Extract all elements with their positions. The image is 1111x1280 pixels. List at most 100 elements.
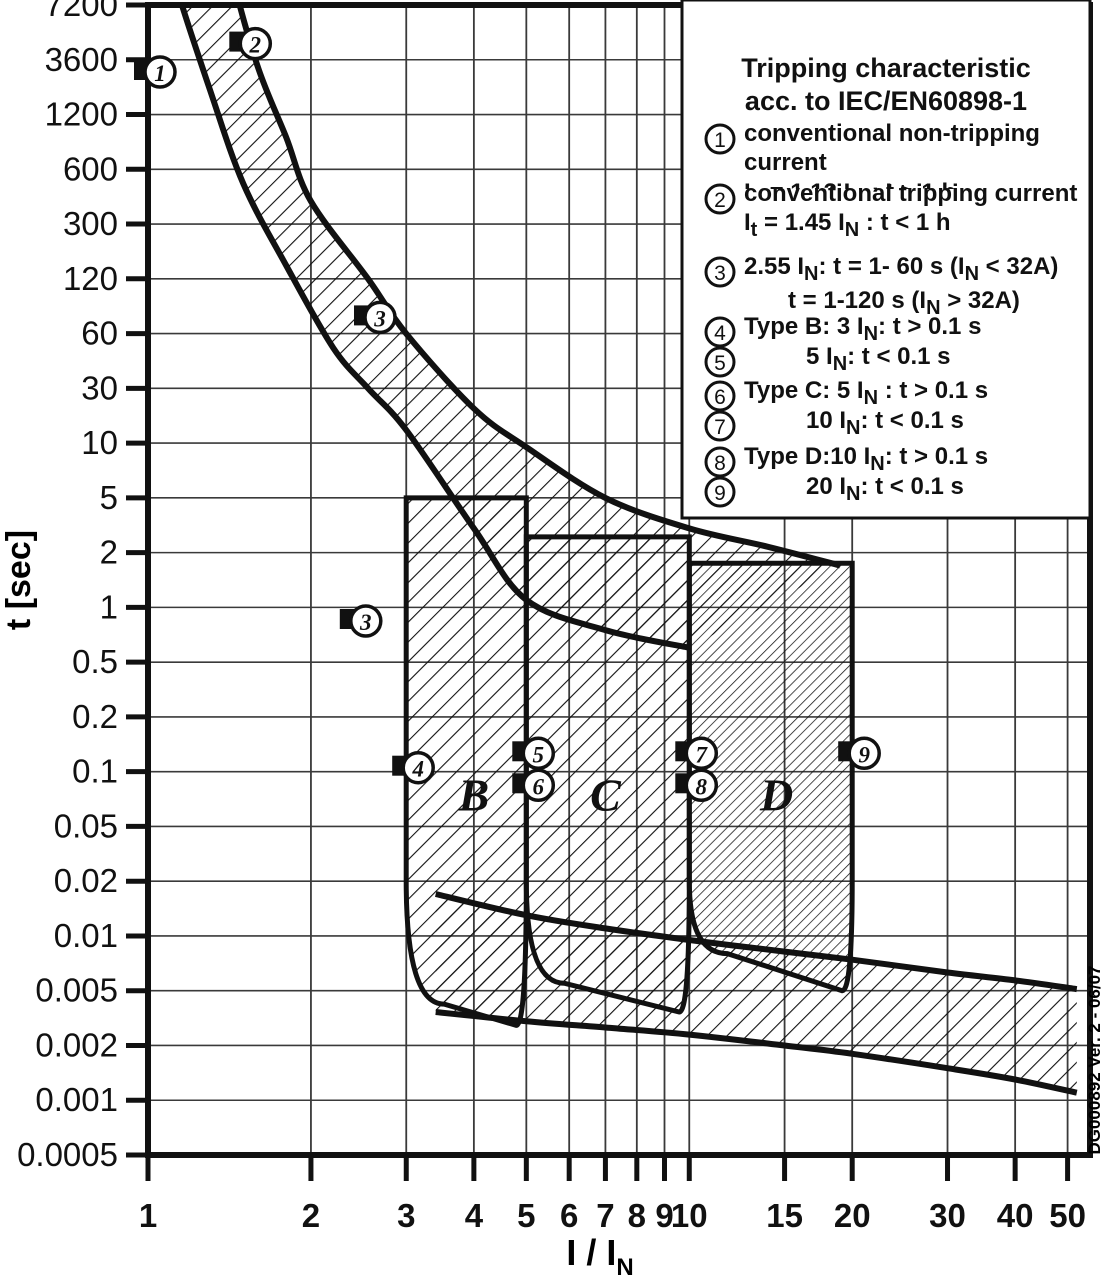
y-tick-label: 5 — [100, 479, 118, 516]
callout-circle — [363, 300, 397, 335]
legend-marker-number: 5 — [714, 352, 726, 375]
legend-line: 5 IN: t < 0.1 s — [806, 343, 951, 375]
band-label-b: B — [458, 769, 490, 820]
y-tick-label: 0.002 — [35, 1026, 118, 1063]
y-tick-label: 7200 — [45, 0, 118, 23]
callout-number: 2 — [249, 33, 262, 58]
callout-marker-2: 2 — [229, 26, 273, 61]
plot-callout-markers: 1 2 3 3 4 5 6 7 8 9 — [134, 26, 881, 803]
callout-circle — [401, 750, 435, 785]
legend-background — [680, 0, 1092, 520]
y-tick-label: 0.005 — [35, 972, 118, 1009]
callout-marker-6: 6 — [512, 768, 556, 803]
y-axis-title-text: t [sec] — [0, 530, 38, 630]
callout-circle — [349, 604, 383, 638]
legend-marker-number: 2 — [714, 189, 726, 212]
x-tick-label: 50 — [1049, 1197, 1086, 1234]
y-tick-label: 60 — [81, 315, 118, 352]
axis-ticks — [126, 2, 1071, 1181]
y-tick-label: 10 — [81, 424, 118, 461]
legend-line: conventional non-tripping current — [744, 120, 1040, 177]
legend-title: Tripping characteristic — [741, 53, 1031, 83]
legend-text-block: Type C: 5 IN : t > 0.1 s — [744, 377, 988, 409]
legend-marker-number: 6 — [714, 386, 726, 409]
callout-number: 1 — [154, 61, 166, 86]
callout-circle — [847, 736, 881, 771]
legend-line: 10 IN: t < 0.1 s — [806, 407, 964, 439]
y-tick-label: 600 — [63, 150, 118, 187]
x-tick-label: 9 — [655, 1197, 673, 1234]
legend-text-block: Type D:10 IN: t > 0.1 s — [744, 443, 989, 475]
callout-marker-4: 4 — [392, 750, 435, 785]
y-tick-label: 0.2 — [72, 698, 118, 735]
legend-text-block: 5 IN: t < 0.1 s — [806, 343, 951, 375]
thermal-upper-boundary — [236, 5, 841, 569]
legend-subtitle: acc. to IEC/EN60898-1 — [744, 85, 1028, 116]
callout-number: 3 — [373, 306, 386, 331]
y-axis-title: t [sec] — [0, 530, 38, 630]
legend-line: t = 1-120 s (IN > 32A) — [788, 287, 1020, 319]
callout-number: 6 — [533, 774, 545, 799]
x-tick-labels: 1 2 3 4 5 6 7 8 910 15 20 30 40 50 — [139, 1197, 1086, 1234]
legend-marker-circle — [704, 183, 736, 215]
legend-line: 20 IN: t < 0.1 s — [806, 473, 964, 505]
callout-number: 9 — [858, 742, 870, 767]
x-tick-label: 7 — [596, 1197, 614, 1234]
instantaneous-band-fill — [435, 894, 1077, 1093]
y-tick-label: 0.5 — [72, 643, 118, 680]
y-tick-label: 3600 — [45, 41, 118, 78]
x-tick-label: 1 — [139, 1197, 157, 1234]
y-tick-labels: 7200 3600 1200 600 300 120 60 30 10 5 2 1 0.5 0.2 0.1 0… — [17, 0, 118, 1173]
instantaneous-upper-boundary — [435, 891, 1078, 993]
band-label-d: D — [759, 769, 793, 820]
plot-frame — [145, 2, 1093, 1158]
legend-item-7: 7 10 IN: t < 0.1 s — [704, 407, 964, 442]
legend-marker-number: 7 — [714, 416, 726, 439]
legend-line: Type B: 3 IN: t > 0.1 s — [744, 313, 982, 345]
legend-item-4: 4 Type B: 3 IN: t > 0.1 s — [704, 313, 982, 348]
y-tick-label: 120 — [63, 260, 118, 297]
legend-marker-number: 3 — [714, 262, 726, 285]
legend-marker-circle — [704, 446, 736, 478]
y-tick-label: 0.001 — [35, 1081, 118, 1118]
callout-circle — [143, 55, 177, 89]
x-tick-label: 40 — [997, 1197, 1034, 1234]
legend-marker-circle — [704, 410, 736, 442]
callout-marker-9: 9 — [838, 736, 881, 771]
y-tick-label: 300 — [63, 205, 118, 242]
instantaneous-lower-boundary — [435, 1009, 1078, 1096]
legend-marker-circle — [704, 380, 736, 412]
callout-circle — [521, 736, 556, 771]
x-tick-label: 30 — [929, 1197, 966, 1234]
legend-marker-number: 8 — [714, 452, 726, 475]
y-tick-label: 0.0005 — [17, 1136, 118, 1173]
legend-text-block: Type B: 3 IN: t > 0.1 s — [744, 313, 982, 345]
callout-number: 4 — [411, 757, 424, 782]
x-tick-label: 20 — [834, 1197, 871, 1234]
y-tick-label: 0.01 — [54, 917, 118, 954]
x-axis-title: I / IN — [566, 1232, 633, 1280]
legend-line: conventional tripping current — [744, 180, 1078, 207]
doc-reference: DG000892 Ver. 2 - 06/07 — [1085, 965, 1104, 1154]
callout-number: 8 — [696, 774, 708, 799]
legend-line: Type D:10 IN: t > 0.1 s — [744, 443, 989, 475]
legend-item-3: 3 2.55 IN: t = 1- 60 s (IN < 32A)t = 1-12… — [704, 253, 1058, 319]
callout-marker-8: 8 — [675, 768, 719, 803]
legend-line: It = 1.45 IN : t < 1 h — [744, 209, 951, 242]
callout-marker-3: 3 — [354, 300, 397, 335]
y-tick-label: 2 — [100, 534, 118, 571]
callout-marker-7: 7 — [675, 736, 719, 771]
callout-number: 3 — [359, 610, 372, 635]
legend-marker-circle — [704, 123, 736, 155]
y-tick-label: 0.02 — [54, 862, 118, 899]
callout-number: 7 — [696, 742, 709, 767]
callout-circle — [238, 26, 273, 61]
legend-text-block: conventional non-tripping currentInt= 1.… — [744, 120, 1040, 189]
x-tick-label: 4 — [465, 1197, 484, 1234]
y-tick-label: 0.05 — [54, 807, 118, 844]
y-tick-label: 0.1 — [72, 753, 118, 790]
